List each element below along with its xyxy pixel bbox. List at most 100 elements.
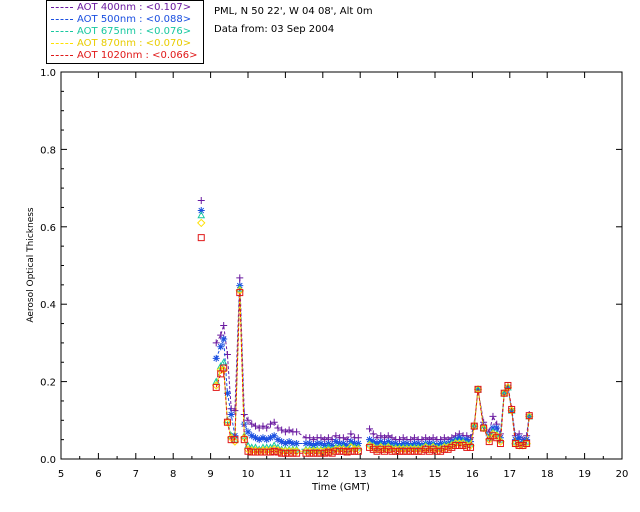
data-point [429, 445, 437, 453]
data-point [347, 430, 355, 438]
legend-label-500: AOT 500nm : <0.088> [77, 14, 192, 25]
x-tick-label: 7 [133, 469, 139, 480]
legend-swatch-870 [51, 42, 73, 44]
x-tick-label: 17 [503, 469, 516, 480]
legend-item: AOT 870nm : <0.070> [51, 38, 191, 50]
data-point [236, 274, 244, 282]
data-point [259, 448, 267, 456]
data-point [332, 438, 340, 446]
legend-item: AOT 400nm : <0.107> [51, 2, 191, 14]
data-point [266, 448, 274, 456]
x-tick-label: 12 [316, 469, 329, 480]
data-point [266, 420, 274, 428]
x-tick-label: 20 [616, 469, 629, 480]
data-point [418, 447, 426, 455]
data-point [270, 447, 278, 455]
data-point [248, 420, 256, 428]
data-point [251, 434, 259, 442]
data-point [339, 447, 347, 455]
data-point [410, 447, 418, 455]
data-point [403, 447, 411, 455]
data-point [259, 443, 267, 451]
data-point [373, 447, 381, 455]
data-point [302, 449, 310, 457]
data-point [240, 436, 248, 444]
data-point [474, 385, 482, 393]
x-tick-label: 9 [207, 469, 213, 480]
data-point [525, 412, 533, 420]
y-tick-label: 1.0 [40, 68, 56, 79]
data-point [519, 441, 527, 449]
legend-label-675: AOT 675nm : <0.076> [77, 26, 192, 37]
data-point [515, 441, 523, 449]
legend-item: AOT 1020nm : <0.066> [51, 50, 197, 62]
data-point [336, 447, 344, 455]
data-point [274, 436, 282, 444]
data-point [281, 440, 289, 448]
data-point [324, 443, 333, 451]
data-point [433, 447, 441, 455]
data-point [493, 424, 501, 432]
data-point [293, 440, 301, 448]
data-point [231, 407, 239, 415]
data-point [309, 449, 317, 457]
data-point [289, 449, 297, 457]
legend-label-870: AOT 870nm : <0.070> [77, 38, 192, 49]
x-tick-label: 19 [578, 469, 591, 480]
x-tick-label: 5 [58, 469, 64, 480]
data-point [463, 443, 471, 451]
data-point [281, 449, 289, 457]
data-point [259, 434, 267, 442]
data-point [270, 432, 278, 440]
data-point [366, 443, 374, 451]
axis-ticks: 5 6 7 8 9 10 11 12 13 14 15 16 17 18 19 20 0.0 0.2 0.4 0.6 0… [40, 68, 628, 480]
data-point [504, 381, 512, 389]
data-point [313, 449, 321, 457]
data-point [212, 339, 220, 347]
data-point [306, 440, 314, 448]
x-tick-label: 15 [429, 469, 442, 480]
data-point [306, 449, 314, 457]
data-point [392, 447, 400, 455]
data-point [259, 422, 267, 430]
y-tick-label: 0.4 [40, 300, 56, 311]
data-point [212, 354, 220, 362]
data-point [227, 410, 235, 418]
x-tick-label: 13 [354, 469, 367, 480]
data-point [223, 389, 231, 397]
legend-swatch-400 [51, 6, 73, 8]
x-tick-label: 6 [95, 469, 101, 480]
data-point [255, 448, 263, 456]
data-point [399, 447, 407, 455]
data-point [255, 436, 263, 444]
data-point [285, 449, 293, 457]
data-point [220, 335, 228, 343]
data-point [248, 448, 256, 456]
data-point [384, 445, 392, 453]
data-point [444, 445, 452, 453]
data-point [452, 441, 460, 449]
data-point [251, 422, 259, 430]
data-point [425, 447, 433, 455]
data-point [274, 448, 282, 456]
data-point [328, 449, 336, 457]
data-point [274, 443, 282, 451]
data-point [220, 321, 228, 329]
data-point [332, 447, 340, 455]
data-point [263, 448, 271, 456]
data-point [459, 441, 467, 449]
data-point [347, 447, 355, 455]
data-point [281, 428, 289, 436]
data-point [354, 447, 362, 455]
data-point [467, 443, 475, 451]
legend-swatch-675 [51, 30, 73, 32]
data-point [231, 436, 239, 444]
data-point [369, 445, 377, 453]
data-point [343, 448, 351, 456]
data-point [317, 449, 325, 457]
data-point [317, 440, 325, 448]
plot-area [60, 71, 623, 460]
data-point [263, 424, 271, 432]
legend-label-1020: AOT 1020nm : <0.066> [77, 50, 198, 61]
